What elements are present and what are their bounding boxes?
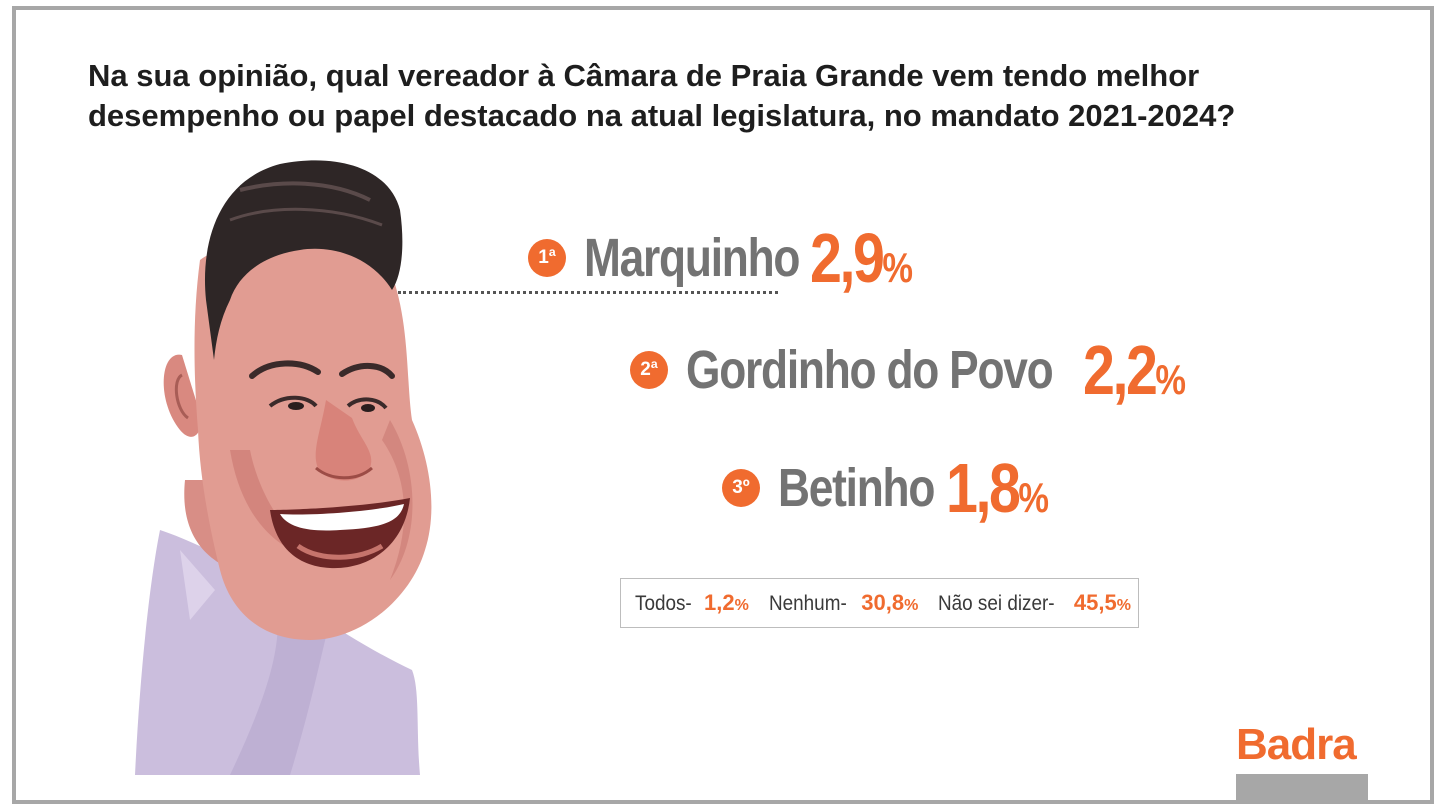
caricature-portrait	[135, 160, 432, 775]
percent-sign: %	[904, 597, 919, 614]
percent-sign: %	[1018, 474, 1050, 521]
question-title: Na sua opinião, qual vereador à Câmara d…	[88, 58, 1236, 133]
others-value: 45,5%	[1074, 590, 1131, 616]
ranking-value: 2,9	[810, 219, 885, 297]
ranking-name: Betinho	[778, 458, 935, 518]
ranking-value: 2,2	[1082, 331, 1158, 409]
others-item-nenhum: Nenhum- 30,8%	[769, 590, 918, 616]
others-item-todos: Todos- 1,2%	[635, 590, 749, 616]
ranking-percentage: 2,9%	[810, 218, 914, 298]
percent-sign: %	[734, 597, 749, 614]
ranking-name: Gordinho do Povo	[686, 340, 1054, 400]
leader-line	[398, 291, 778, 294]
others-number: 1,2	[704, 590, 735, 615]
rank-badge: 1ª	[528, 239, 566, 277]
rank-badge: 3º	[722, 469, 760, 507]
percent-sign: %	[1155, 356, 1186, 403]
others-number: 45,5	[1073, 590, 1117, 615]
ranking-percentage: 2,2%	[1082, 330, 1186, 410]
ranking-row-3: 3º Betinho 1,8%	[722, 448, 1071, 528]
ranking-row-1: 1ª Marquinho 2,9%	[528, 218, 935, 298]
others-number: 30,8	[861, 590, 905, 615]
others-item-nao-sei: Não sei dizer- 45,5%	[938, 590, 1131, 616]
ranking-percentage: 1,8%	[946, 448, 1050, 528]
others-value: 30,8%	[861, 590, 918, 616]
rank-badge: 2ª	[630, 351, 668, 389]
ranking-value: 1,8	[946, 449, 1021, 527]
others-label: Todos-	[635, 592, 692, 615]
badra-logo: Badra	[1236, 720, 1357, 769]
others-label: Não sei dizer-	[938, 592, 1055, 615]
percent-sign: %	[1116, 597, 1131, 614]
logo-bar	[1236, 774, 1368, 804]
others-value: 1,2%	[704, 590, 749, 616]
ranking-row-2: 2ª Gordinho do Povo 2,2%	[630, 330, 1208, 410]
others-summary-box: Todos- 1,2% Nenhum- 30,8% Não sei dizer-…	[620, 578, 1139, 628]
ranking-name: Marquinho	[584, 228, 800, 288]
others-label: Nenhum-	[768, 592, 847, 615]
percent-sign: %	[882, 244, 914, 291]
